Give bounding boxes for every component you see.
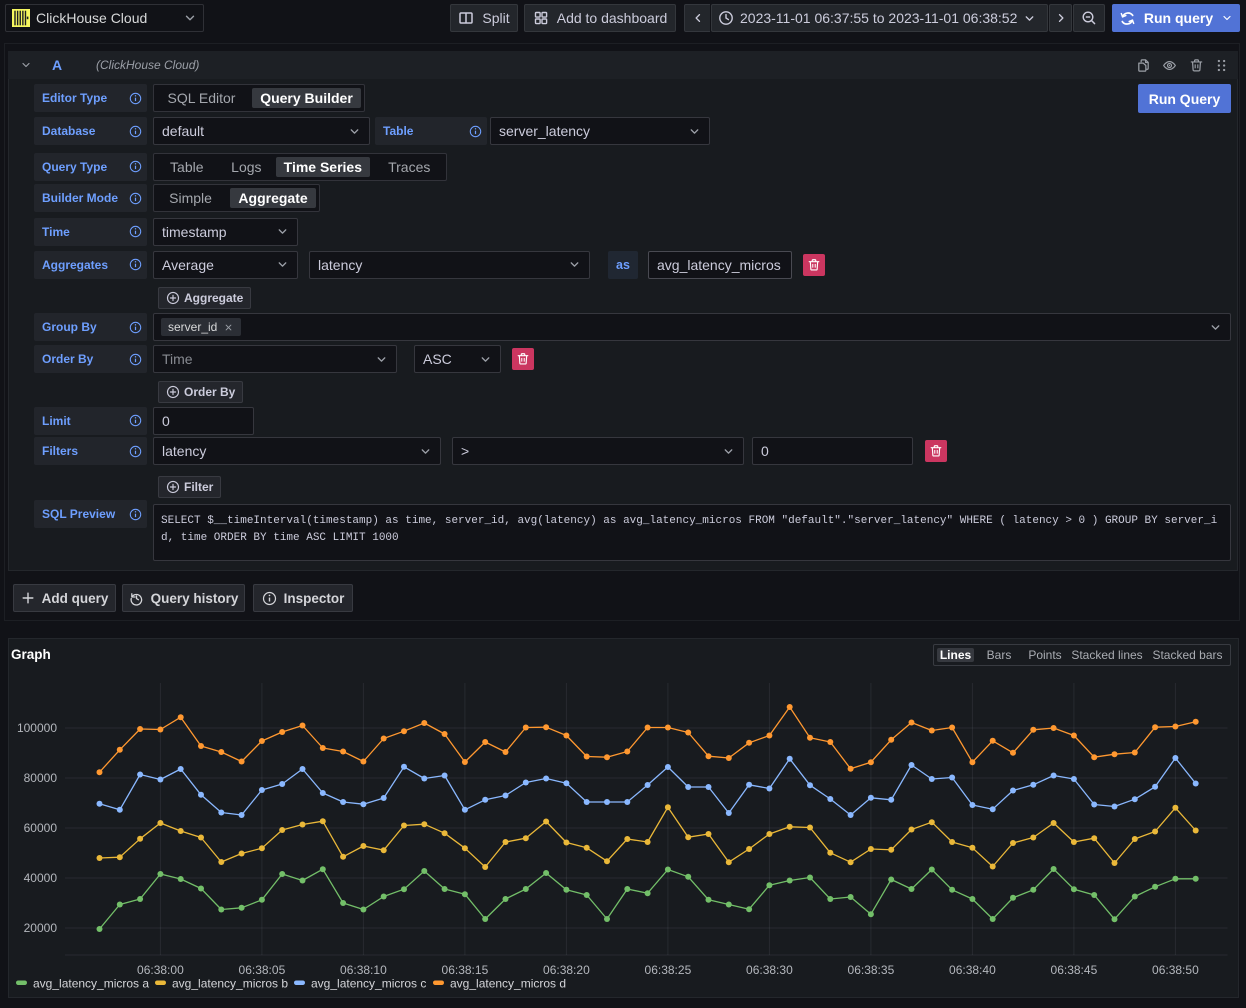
- svg-text:avg_latency_micros c: avg_latency_micros c: [311, 977, 426, 991]
- svg-text:06:38:35: 06:38:35: [848, 963, 895, 977]
- svg-text:avg_latency_micros b: avg_latency_micros b: [172, 977, 288, 991]
- svg-text:avg_latency_micros d: avg_latency_micros d: [450, 977, 566, 991]
- svg-text:80000: 80000: [24, 771, 58, 785]
- svg-text:06:38:00: 06:38:00: [137, 963, 184, 977]
- svg-text:06:38:10: 06:38:10: [340, 963, 387, 977]
- svg-text:06:38:45: 06:38:45: [1051, 963, 1098, 977]
- svg-text:06:38:20: 06:38:20: [543, 963, 590, 977]
- svg-text:06:38:15: 06:38:15: [442, 963, 489, 977]
- svg-text:06:38:05: 06:38:05: [239, 963, 286, 977]
- svg-text:06:38:40: 06:38:40: [949, 963, 996, 977]
- svg-text:avg_latency_micros a: avg_latency_micros a: [33, 977, 149, 991]
- svg-text:60000: 60000: [24, 821, 58, 835]
- svg-text:100000: 100000: [17, 721, 57, 735]
- svg-text:06:38:25: 06:38:25: [645, 963, 692, 977]
- svg-text:06:38:50: 06:38:50: [1152, 963, 1199, 977]
- svg-text:20000: 20000: [24, 921, 58, 935]
- svg-text:40000: 40000: [24, 871, 58, 885]
- svg-text:06:38:30: 06:38:30: [746, 963, 793, 977]
